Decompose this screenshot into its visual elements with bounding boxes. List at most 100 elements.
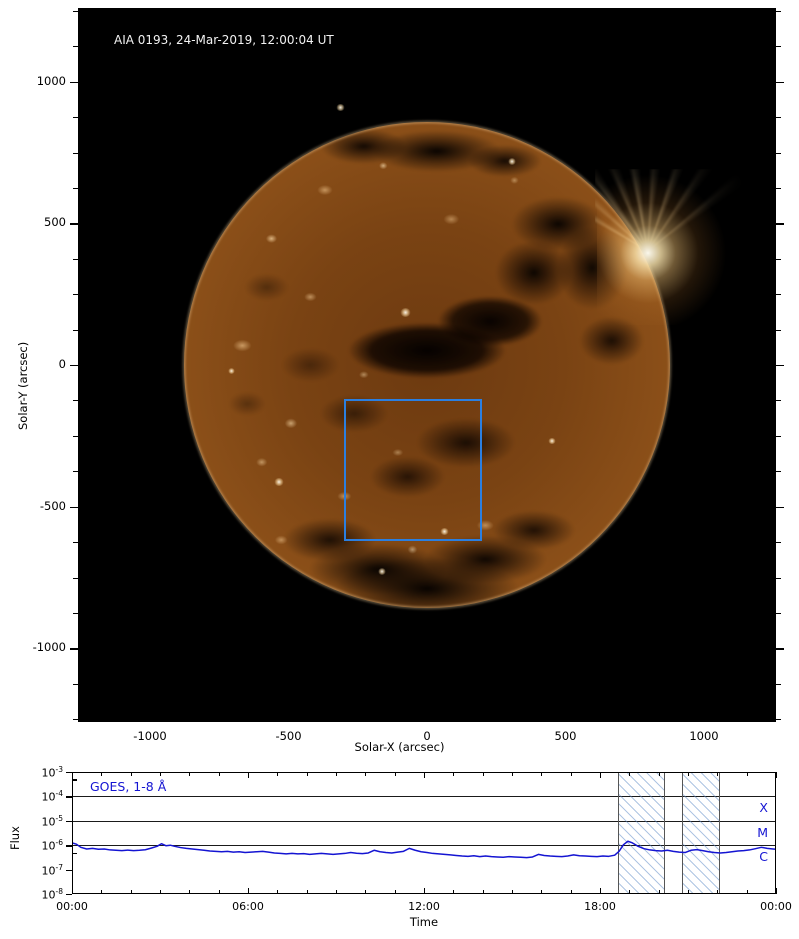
goes-xtick-minor xyxy=(482,772,484,776)
aia-ytick-minor xyxy=(73,400,78,402)
bright-point xyxy=(508,158,516,165)
goes-xtick-minor xyxy=(512,772,513,776)
aia-xtick-minor xyxy=(461,717,463,722)
goes-xtick-minor xyxy=(717,890,719,894)
aia-ytick-minor xyxy=(73,542,78,544)
aia-xtick xyxy=(565,8,567,16)
goes-ytick xyxy=(66,894,72,896)
goes-xtick-minor xyxy=(746,772,748,776)
bright-point xyxy=(440,528,449,535)
goes-legend-label: GOES, 1-8 Å xyxy=(90,779,167,794)
goes-xtick-minor xyxy=(394,890,396,894)
active-region-bright-core xyxy=(597,175,747,325)
solar-limb-ring xyxy=(183,121,671,609)
goes-xtick xyxy=(776,772,778,778)
aia-ytick-label: -500 xyxy=(39,498,66,513)
aia-xtick-minor xyxy=(738,717,740,722)
aia-xtick-minor xyxy=(738,8,740,13)
aia-annotation-text: AIA 0193, 24-Mar-2019, 12:00:04 UT xyxy=(114,33,334,47)
goes-ytick-minor xyxy=(72,779,77,781)
aia-ytick-minor xyxy=(73,46,78,48)
bright-point xyxy=(228,368,235,374)
aia-ytick-minor xyxy=(776,471,781,473)
goes-xtick-minor xyxy=(688,772,689,776)
goes-xtick-minor xyxy=(658,772,660,776)
bright-point xyxy=(400,308,411,317)
goes-xtick-minor xyxy=(101,890,103,894)
goes-level-line-m xyxy=(72,820,776,822)
aia-ytick xyxy=(70,81,78,84)
aia-image-panel: AIA 0193, 24-Mar-2019, 12:00:04 UT xyxy=(78,8,776,722)
field-of-view-box[interactable] xyxy=(343,399,483,541)
aia-ytick-minor xyxy=(73,577,78,579)
goes-xtick-minor xyxy=(277,890,279,894)
aia-xtick xyxy=(288,8,290,16)
goes-xtick xyxy=(424,772,426,778)
bright-point xyxy=(548,438,556,444)
goes-xtick-minor xyxy=(570,890,572,894)
aia-xtick-minor xyxy=(634,717,636,722)
aia-xtick xyxy=(427,8,429,16)
aia-xtick-minor xyxy=(496,717,498,722)
goes-xtick-minor xyxy=(160,772,161,776)
aia-xtick-minor xyxy=(773,8,775,13)
aia-ytick-minor xyxy=(776,329,781,331)
goes-xtick-minor xyxy=(453,772,455,776)
goes-xtick xyxy=(600,888,602,894)
aia-ytick-label: 1000 xyxy=(36,73,66,88)
goes-ytick-minor xyxy=(72,852,77,854)
aia-ytick-minor xyxy=(776,46,781,48)
goes-xtick-minor xyxy=(570,772,572,776)
aia-xtick-minor xyxy=(323,8,325,13)
aia-xtick-minor xyxy=(600,717,602,722)
goes-ytick-label: 10-7 xyxy=(41,862,63,878)
aia-xtick xyxy=(427,714,429,722)
goes-xtick-minor xyxy=(453,890,455,894)
goes-level-line-x xyxy=(72,796,776,798)
goes-xtick-label: 06:00 xyxy=(232,900,264,913)
aia-xtick-minor xyxy=(184,8,186,13)
aia-ytick-minor xyxy=(776,10,781,12)
goes-yaxis-label: Flux xyxy=(8,826,22,850)
goes-ytick xyxy=(66,796,72,798)
goes-xtick-minor xyxy=(218,890,220,894)
solar-disk-image xyxy=(78,8,776,722)
bright-point xyxy=(274,478,284,486)
aia-xtick-minor xyxy=(600,8,602,13)
aia-xtick-minor xyxy=(669,717,671,722)
aia-ytick-minor xyxy=(776,117,781,119)
goes-xaxis-label: Time xyxy=(409,915,439,929)
goes-ytick-label: 10-6 xyxy=(41,838,63,853)
goes-xtick xyxy=(248,772,250,778)
aia-ytick-minor xyxy=(776,542,781,544)
aia-ytick-minor xyxy=(776,612,781,614)
goes-xtick-minor xyxy=(658,890,660,894)
goes-class-label-x: X xyxy=(759,800,768,816)
goes-xtick-minor xyxy=(541,890,543,894)
aia-xtick-minor xyxy=(80,8,82,13)
aia-ytick xyxy=(70,648,78,650)
goes-xtick xyxy=(776,888,778,894)
aia-xtick-minor xyxy=(530,8,532,13)
goes-class-label-c: C xyxy=(759,849,768,865)
aia-xtick-minor xyxy=(461,8,463,13)
aia-ytick-minor xyxy=(776,577,781,579)
aia-xtick-minor xyxy=(115,8,117,13)
aia-ytick xyxy=(776,223,784,225)
aia-xtick-minor xyxy=(634,8,636,13)
aia-xtick-minor xyxy=(219,717,221,722)
aia-ytick-minor xyxy=(73,435,78,437)
goes-xtick-label: 00:00 xyxy=(56,900,88,913)
aia-xtick-minor xyxy=(80,717,82,722)
aia-ytick-minor xyxy=(776,258,781,260)
aia-xtick-label: 500 xyxy=(554,729,577,743)
aia-xtick xyxy=(288,714,290,722)
goes-ytick-label: 10-4 xyxy=(41,789,63,805)
goes-xtick-label: 12:00 xyxy=(408,900,440,913)
aia-xaxis-label: Solar-X (arcsec) xyxy=(354,740,445,754)
aia-ytick-minor xyxy=(776,400,781,402)
aia-ytick-label: 0 xyxy=(58,357,66,371)
goes-xtick-minor xyxy=(512,890,513,894)
aia-xtick-minor xyxy=(392,717,394,722)
goes-xtick-label: 00:00 xyxy=(760,900,792,913)
